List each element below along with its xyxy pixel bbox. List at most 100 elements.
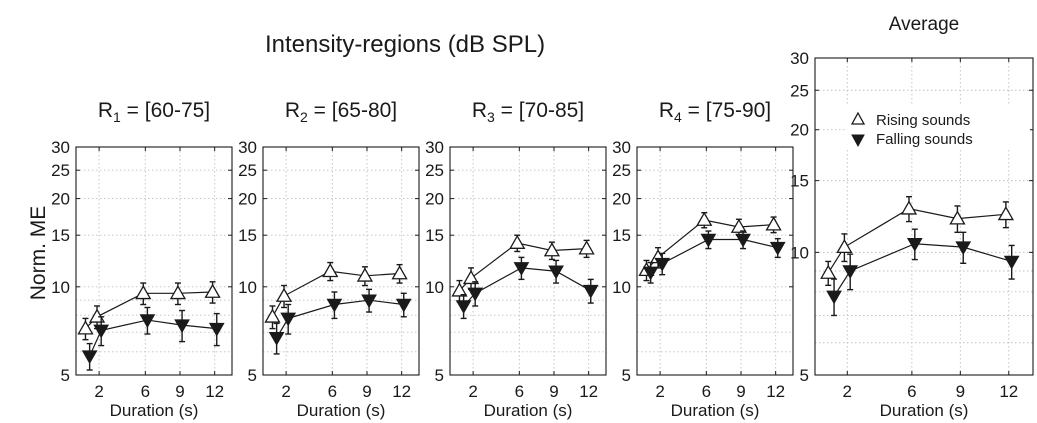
series-line-falling [650,238,778,273]
x-tick-label: 9 [362,382,371,401]
panel-title-range: = [75-90] [682,99,771,122]
data-point-falling [906,237,923,252]
x-tick-label: 6 [515,382,524,401]
y-tick-label: 15 [612,226,631,245]
y-tick-label: 5 [248,366,257,385]
series-line-falling [833,243,1012,297]
x-tick-label: 2 [94,382,103,401]
data-point-falling [842,265,859,280]
plot-frame [262,146,420,376]
data-point-falling [208,322,225,337]
series-falling [642,230,786,284]
y-tick-label: 25 [612,161,631,180]
series-rising [451,234,595,303]
y-tick-label: 30 [51,138,70,157]
data-point-rising [730,218,748,233]
panel-title-letter: R [285,99,300,122]
data-point-rising [949,210,966,225]
y-tick-label: 25 [425,161,444,180]
data-point-rising [356,267,374,282]
data-point-falling [467,287,484,302]
data-point-falling [642,266,659,281]
data-point-falling [654,257,671,272]
data-point-falling [513,262,530,276]
y-tick-label: 20 [51,190,70,209]
data-point-rising [391,265,408,280]
series-rising [820,195,1014,287]
x-axis-label: Duration (s) [671,401,760,420]
data-point-rising [765,216,782,231]
panel-3: R3 = [70-85] 5 10 15 20 25 30 2 6 9 12 Duration (s) [425,99,607,420]
x-tick-label: 12 [579,382,598,401]
data-point-rising [264,308,281,323]
legend: Rising sounds Falling sounds [846,106,1030,148]
plot-frame [75,146,233,376]
panel-title-range: = [70-85] [495,99,584,122]
series-falling [826,228,1020,317]
data-point-falling [139,314,156,329]
panel-title: R3 = [70-85] [472,99,584,125]
y-tick-label: 10 [612,278,631,297]
series-line-falling [89,319,217,357]
plot-frame [449,146,607,376]
data-point-rising [997,205,1014,221]
panel-title-subscript: 1 [113,109,121,125]
series-line-rising [271,270,400,318]
data-point-falling [361,294,377,309]
legend-background [846,106,1030,148]
series-rising [264,261,408,330]
series-falling [268,288,412,355]
y-tick-label: 5 [435,366,444,385]
y-tick-label: 5 [800,366,809,385]
y-tick-label: 20 [238,190,257,209]
panel-5: Average 5 10 15 20 25 30 2 6 9 12 Duration (s) Risin… [790,14,1034,420]
data-point-rising [322,262,339,278]
data-point-falling [174,319,190,334]
panel-title-range: = [60-75] [121,99,210,122]
x-tick-label: 6 [907,382,916,401]
x-tick-label: 6 [702,382,711,401]
y-tick-label: 30 [425,138,444,157]
x-axis-label: Duration (s) [484,401,573,420]
legend-marker-falling [851,134,865,148]
y-tick-label: 15 [425,226,444,245]
y-tick-label: 30 [612,138,631,157]
y-tick-label: 10 [238,278,257,297]
data-point-falling [735,233,751,248]
plot-frame [814,57,1034,376]
data-point-rising [451,282,468,297]
y-tick-label: 10 [51,278,70,297]
panel-title-letter: R [98,99,113,122]
x-tick-label: 2 [655,382,664,401]
data-point-rising [543,242,561,257]
panel-title-subscript: 2 [300,109,308,125]
series-rising [638,211,782,282]
data-point-rising [820,264,837,279]
x-axis-label: Duration (s) [110,401,199,420]
data-point-falling [700,233,717,248]
panel-4: R4 = [75-90] 5 10 15 20 25 30 2 6 9 12 Duration (s) [612,99,794,420]
data-point-falling [455,300,472,314]
plot-frame [636,146,794,376]
y-tick-label: 30 [238,138,257,157]
panel-title-letter: R [659,99,674,122]
y-tick-label: 15 [238,226,257,245]
x-axis-label: Duration (s) [297,401,386,420]
panel-title: R4 = [75-90] [659,99,771,125]
panel-title: Average [889,14,959,35]
panel-title: R1 = [60-75] [98,99,210,125]
data-point-falling [769,241,786,256]
data-point-rising [88,308,106,323]
data-point-rising [275,287,293,302]
data-point-falling [81,350,98,365]
panel-title-subscript: 3 [487,109,495,125]
y-tick-label: 20 [612,190,631,209]
y-tick-label: 20 [425,190,444,209]
series-falling [81,306,225,371]
legend-label-rising: Rising sounds [876,112,970,129]
data-point-falling [955,241,972,256]
x-tick-label: 12 [766,382,785,401]
y-tick-label: 30 [790,49,809,68]
panel-title-range: = [65-80] [308,99,397,122]
